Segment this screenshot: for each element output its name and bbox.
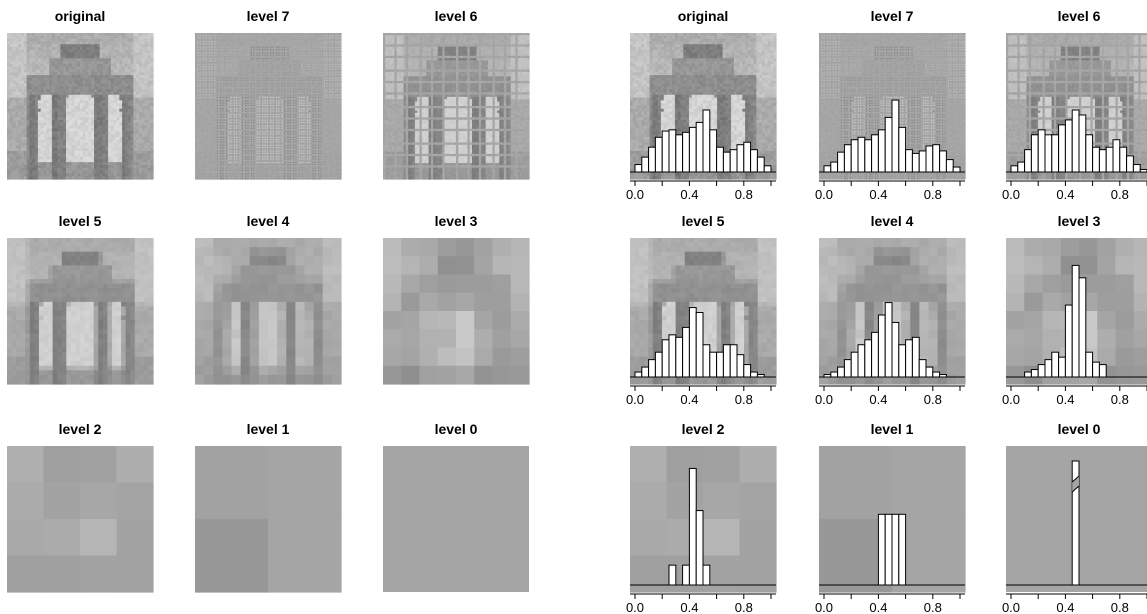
image-pixel [150, 176, 153, 179]
image-panel: original [7, 8, 154, 180]
image-panel: level 7 [195, 8, 342, 180]
panel-title: original [55, 8, 106, 24]
panel-title: level 7 [247, 8, 290, 24]
